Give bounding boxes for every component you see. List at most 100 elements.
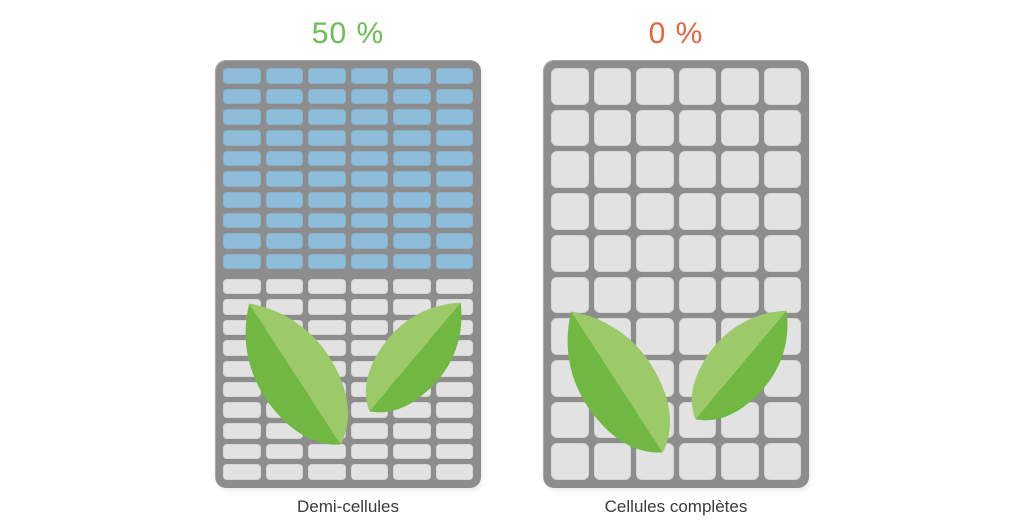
full-cell-shaded: [763, 109, 801, 147]
full-cell-shaded: [593, 276, 631, 314]
half-cell-shaded: [393, 464, 431, 480]
half-cell-active: [308, 88, 346, 105]
full-cell-shaded: [593, 318, 631, 355]
half-cell-active: [350, 150, 388, 167]
half-cell-shaded: [223, 299, 261, 315]
full-cell-shaded: [721, 443, 759, 480]
full-cell-shaded: [678, 109, 716, 147]
half-cell-shaded: [223, 402, 261, 419]
half-cell-shaded: [308, 319, 346, 336]
full-cell-shaded: [678, 193, 716, 230]
half-cell-shaded: [435, 340, 473, 357]
half-cell-shaded: [350, 443, 388, 460]
half-cell-shaded: [308, 278, 346, 295]
power-output-value-full-cells: 0 %: [648, 17, 704, 50]
half-cell-shaded: [435, 278, 473, 295]
half-cell-shaded: [393, 319, 431, 336]
half-cell-active: [308, 191, 346, 208]
half-cell-active: [393, 129, 431, 146]
half-cell-active: [435, 253, 473, 270]
full-cell-shaded: [636, 276, 674, 314]
half-cell-shaded: [265, 299, 303, 315]
full-cell-shaded: [593, 443, 631, 480]
half-cell-shaded: [265, 423, 303, 439]
full-cell-shaded: [763, 401, 801, 439]
half-cell-shaded: [308, 464, 346, 480]
full-cell-shaded: [593, 234, 631, 272]
half-cell-active: [435, 109, 473, 125]
half-cell-active: [350, 233, 388, 249]
half-cell-shaded: [393, 381, 431, 398]
full-cell-shaded: [551, 318, 589, 355]
full-cell-shaded: [593, 109, 631, 147]
half-cell-shaded: [435, 299, 473, 315]
full-cell-shaded: [636, 318, 674, 355]
full-cell-shaded: [721, 234, 759, 272]
half-cell-shaded: [308, 340, 346, 357]
full-cell-shaded: [678, 68, 716, 105]
half-cell-active: [435, 212, 473, 229]
full-cell-shaded: [678, 359, 716, 397]
half-cell-shaded: [223, 278, 261, 295]
half-cell-active: [308, 129, 346, 146]
half-cell-shaded: [350, 361, 388, 377]
half-cell-shaded: [223, 443, 261, 460]
half-cell-shaded: [223, 423, 261, 439]
full-cell-shaded: [551, 109, 589, 147]
half-cell-shaded: [393, 299, 431, 315]
full-cell-shaded: [763, 443, 801, 480]
half-cell-active: [223, 233, 261, 249]
half-cell-active: [435, 150, 473, 167]
half-cell-active: [435, 233, 473, 249]
full-cell-shaded: [763, 359, 801, 397]
half-cell-shaded: [350, 464, 388, 480]
half-cell-shaded: [393, 340, 431, 357]
half-cell-shaded: [350, 423, 388, 439]
half-cell-active: [265, 68, 303, 84]
full-cell-shaded: [763, 318, 801, 355]
half-cell-active: [350, 171, 388, 187]
half-cell-active: [435, 68, 473, 84]
full-cell-shaded: [593, 401, 631, 439]
full-cell-shaded: [551, 151, 589, 189]
solar-panel-full-cells: [543, 60, 809, 488]
half-cell-shaded: [435, 319, 473, 336]
half-cell-active: [265, 88, 303, 105]
half-cell-active: [223, 150, 261, 167]
full-cell-shaded: [551, 276, 589, 314]
half-cell-active: [308, 150, 346, 167]
half-cell-active: [223, 129, 261, 146]
full-cell-shaded: [721, 276, 759, 314]
half-cell-active: [308, 212, 346, 229]
full-cell-shaded: [721, 68, 759, 105]
panel-caption-half-cells: Demi-cellules: [296, 497, 400, 516]
half-cell-shaded: [308, 402, 346, 419]
half-cell-active: [223, 253, 261, 270]
half-cell-shaded: [265, 443, 303, 460]
full-cell-shaded: [593, 193, 631, 230]
half-cell-active: [308, 233, 346, 249]
full-cell-shaded: [636, 401, 674, 439]
half-cell-active: [265, 109, 303, 125]
half-cell-active: [435, 88, 473, 105]
half-cell-shaded: [223, 464, 261, 480]
half-cell-shaded: [265, 381, 303, 398]
half-cell-shaded: [393, 402, 431, 419]
half-cell-active: [393, 191, 431, 208]
half-cell-active: [223, 212, 261, 229]
half-cells-active-grid: [223, 68, 473, 270]
half-cell-active: [308, 171, 346, 187]
full-cell-shaded: [551, 359, 589, 397]
half-cell-shaded: [435, 381, 473, 398]
half-cell-shaded: [393, 423, 431, 439]
half-cell-active: [393, 150, 431, 167]
half-cell-shaded: [393, 361, 431, 377]
half-cell-active: [350, 109, 388, 125]
half-cell-shaded: [350, 319, 388, 336]
full-cell-shaded: [636, 68, 674, 105]
solar-panel-half-cells: [215, 60, 481, 488]
half-cell-shaded: [223, 381, 261, 398]
half-cell-shaded: [350, 278, 388, 295]
full-cell-shaded: [636, 359, 674, 397]
full-cell-shaded: [763, 151, 801, 189]
